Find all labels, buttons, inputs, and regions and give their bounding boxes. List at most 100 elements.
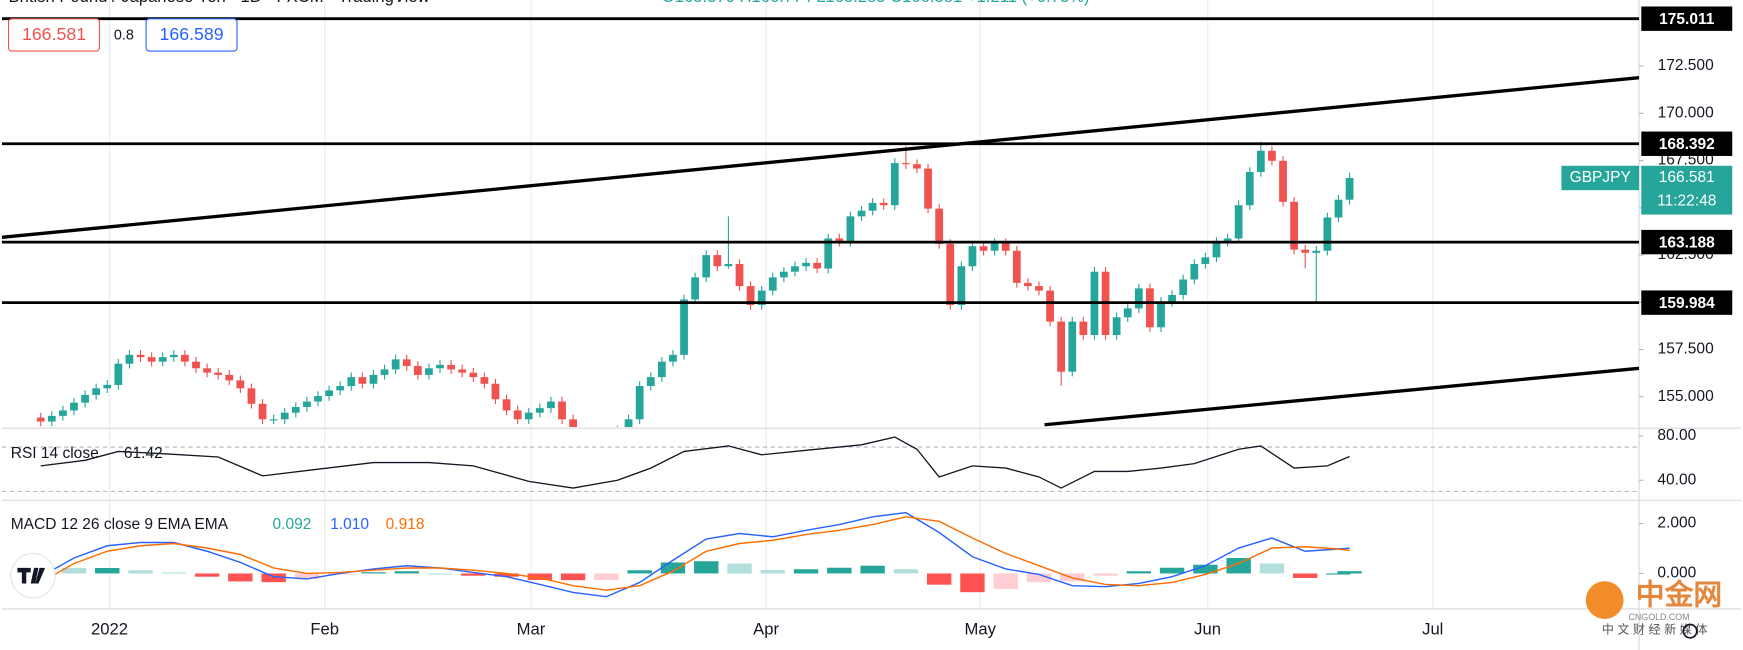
watermark-logo: [1585, 581, 1624, 619]
candle-body: [469, 372, 478, 378]
candle-body: [258, 403, 267, 420]
candle-body: [458, 369, 467, 373]
candle-body: [502, 399, 511, 411]
histogram-bar: [793, 569, 819, 574]
x-tick-label: Jun: [1194, 619, 1221, 638]
x-tick-label: 2022: [91, 619, 128, 638]
last-price-box: [1641, 165, 1733, 215]
histogram-bar: [893, 569, 919, 574]
y-tick-label: 80.00: [1657, 427, 1696, 444]
level-label: 163.188: [1659, 234, 1715, 251]
candle-body: [879, 202, 888, 206]
candle-body: [1024, 282, 1032, 287]
candle-body: [114, 363, 123, 385]
macd-line: [40, 511, 1350, 598]
candle-body: [813, 262, 822, 269]
x-tick-label: May: [964, 619, 996, 638]
settings-icon[interactable]: [1682, 623, 1698, 639]
candle-body: [935, 208, 944, 244]
candle-body: [802, 262, 810, 267]
candle-body: [1234, 205, 1243, 239]
level-label: 168.392: [1659, 136, 1715, 153]
candle-body: [1046, 290, 1054, 322]
candle-body: [480, 377, 489, 384]
candle-body: [868, 202, 877, 211]
histogram-bar: [1026, 573, 1052, 583]
candle-body: [280, 412, 289, 420]
candle-body: [36, 417, 45, 422]
watermark-site: CNGOLD.COM: [1629, 612, 1690, 622]
macd-label: MACD 12 26 close 9 EMA EMA: [11, 516, 229, 533]
countdown: 11:22:48: [1657, 192, 1716, 209]
candle-body: [1123, 308, 1132, 318]
candle-body: [791, 266, 799, 272]
candle-body: [1057, 321, 1066, 372]
candle-body: [136, 354, 145, 358]
candle-body: [735, 263, 744, 287]
histogram-bar: [95, 567, 120, 574]
candle-body: [846, 216, 855, 242]
candle-body: [347, 377, 356, 387]
candle-body: [192, 361, 200, 369]
chart-title: British Pound / Japanese Yen · 1D · FXCM…: [9, 0, 431, 6]
buy-button[interactable]: [145, 18, 238, 52]
candle-body: [425, 368, 433, 375]
candle-body: [1345, 177, 1354, 200]
y-tick-label: 170.000: [1658, 104, 1714, 121]
candle-body: [303, 401, 311, 408]
histogram-bar: [527, 573, 553, 580]
y-tick-label: 155.000: [1658, 388, 1714, 405]
candle-body: [680, 299, 688, 355]
candle-body: [890, 163, 899, 206]
candle-body: [1068, 321, 1077, 372]
x-tick-label: Mar: [517, 619, 546, 638]
candle-body: [624, 419, 633, 428]
macd-line: [40, 516, 1350, 591]
candle-body: [957, 266, 966, 305]
level-label-box: [1641, 229, 1733, 255]
candle-body: [646, 377, 655, 387]
candle-body: [669, 354, 677, 362]
candle-body: [1290, 201, 1298, 250]
candle-body: [59, 410, 67, 416]
histogram-bar: [1193, 564, 1218, 574]
candle-body: [1001, 243, 1010, 251]
candle-body: [946, 243, 955, 305]
candle-body: [1212, 241, 1221, 258]
histogram-bar: [560, 573, 586, 581]
candle-body: [702, 255, 711, 278]
candle-body: [1012, 250, 1021, 283]
candle-body: [535, 408, 544, 413]
histogram-bar: [727, 563, 752, 574]
candle-body: [225, 374, 234, 381]
candle-body: [181, 354, 189, 362]
rsi-value: 61.42: [124, 445, 163, 462]
level-label-box: [1641, 6, 1733, 31]
candle-body: [1168, 294, 1176, 302]
histogram-bar: [61, 567, 87, 574]
level-label: 159.984: [1659, 295, 1715, 312]
histogram-bar: [594, 573, 619, 580]
candle-body: [1201, 257, 1210, 264]
candle-body: [857, 210, 866, 217]
candle-body: [657, 361, 666, 378]
symbol-box: [1561, 165, 1640, 191]
candle-body: [1112, 317, 1121, 336]
candle-body: [380, 369, 389, 375]
histogram-bar: [1126, 571, 1152, 574]
candle-body: [147, 357, 156, 362]
macd-readout: 0.092: [273, 516, 312, 533]
price-pane: [1, 17, 1640, 428]
candle-body: [779, 271, 788, 278]
histogram-bar: [1337, 571, 1362, 574]
candle-body: [158, 357, 167, 362]
y-tick-label: 157.500: [1658, 341, 1714, 358]
candle-body: [724, 263, 733, 267]
trend-line: [1, 76, 1640, 239]
sell-button[interactable]: [7, 18, 101, 52]
candle-body: [1134, 288, 1143, 309]
level-label-box: [1641, 131, 1733, 156]
histogram-bar: [627, 570, 652, 574]
candle-body: [214, 372, 223, 375]
